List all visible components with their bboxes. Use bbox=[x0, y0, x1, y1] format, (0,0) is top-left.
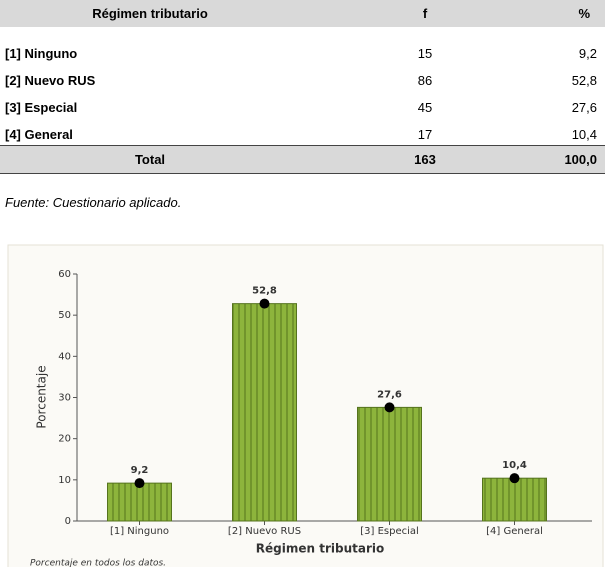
table-cell: 52,8 bbox=[571, 73, 597, 88]
bar-dot bbox=[384, 402, 395, 413]
table-cell: [4] General bbox=[5, 127, 73, 142]
table-cell: 45 bbox=[417, 100, 433, 115]
y-tick-label: 0 bbox=[65, 516, 71, 527]
total-cell: 100,0 bbox=[564, 152, 597, 167]
note: Porcentaje en todos los datos. bbox=[30, 559, 166, 567]
table-cell: [3] Especial bbox=[5, 100, 78, 115]
header-cell: Régimen tributario bbox=[92, 6, 208, 21]
x-tick-label: [1] Ninguno bbox=[110, 526, 169, 537]
table-row: [3] Especial 45 27,6 bbox=[0, 94, 605, 121]
bar-dot bbox=[259, 298, 270, 309]
value-label: 9,2 bbox=[131, 465, 149, 476]
table-cell: [2] Nuevo RUS bbox=[5, 73, 96, 88]
source: Fuente: Cuestionario aplicado. bbox=[5, 195, 182, 210]
table-cell: 15 bbox=[417, 46, 433, 61]
value-label: 27,6 bbox=[377, 389, 402, 400]
table-row: [4] General 17 10,4 bbox=[0, 121, 605, 148]
table-cell: 17 bbox=[417, 127, 433, 142]
y-tick-label: 10 bbox=[58, 475, 71, 486]
x-tick-label: [3] Especial bbox=[360, 526, 419, 537]
table-total: Total 163 100,0 bbox=[0, 145, 605, 174]
table-row: [2] Nuevo RUS 86 52,8 bbox=[0, 67, 605, 94]
bar-dot bbox=[134, 478, 145, 489]
table-cell: 10,4 bbox=[571, 127, 597, 142]
bar bbox=[357, 406, 422, 522]
y-tick-label: 30 bbox=[58, 393, 71, 404]
table-header: Régimen tributario f % bbox=[0, 0, 605, 27]
x-tick-label: [2] Nuevo RUS bbox=[228, 526, 301, 537]
y-tick-label: 20 bbox=[58, 434, 71, 445]
header-cell: f bbox=[422, 6, 428, 21]
value-label: 52,8 bbox=[252, 286, 277, 297]
value-label: 10,4 bbox=[502, 460, 527, 471]
table-cell: 27,6 bbox=[571, 100, 597, 115]
y-axis-label: Porcentaje bbox=[35, 365, 49, 428]
x-tick-label: [4] General bbox=[486, 526, 543, 537]
y-tick-label: 60 bbox=[58, 269, 71, 280]
table-cell: [1] Ninguno bbox=[5, 46, 78, 61]
table-cell: 9,2 bbox=[578, 46, 597, 61]
header-cell: % bbox=[578, 6, 590, 21]
bar bbox=[482, 477, 547, 522]
y-tick-label: 40 bbox=[58, 351, 71, 362]
total-cell: Total bbox=[134, 152, 166, 167]
table-row: [1] Ninguno 15 9,2 bbox=[0, 40, 605, 67]
total-cell: 163 bbox=[414, 152, 436, 167]
x-axis-label: Régimen tributario bbox=[256, 542, 384, 556]
table-cell: 86 bbox=[417, 73, 433, 88]
bar bbox=[107, 482, 172, 522]
bar bbox=[232, 303, 297, 522]
bar-dot bbox=[509, 473, 520, 484]
y-tick-label: 50 bbox=[58, 310, 71, 321]
